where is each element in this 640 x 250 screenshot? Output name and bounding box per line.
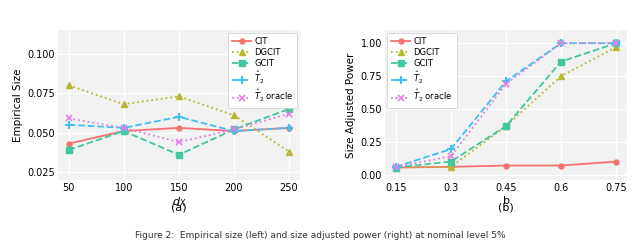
Text: Figure 2:  Empirical size (left) and size adjusted power (right) at nominal leve: Figure 2: Empirical size (left) and size…: [134, 231, 506, 240]
Y-axis label: Empirical Size: Empirical Size: [13, 68, 23, 142]
X-axis label: $d_X$: $d_X$: [172, 196, 186, 209]
Y-axis label: Size Adjusted Power: Size Adjusted Power: [346, 52, 356, 158]
Text: (a): (a): [171, 202, 187, 212]
Legend: CIT, DGCIT, GCIT, $\hat{T}_2$, $\hat{T}_2$ oracle: CIT, DGCIT, GCIT, $\hat{T}_2$, $\hat{T}_…: [228, 32, 298, 108]
Legend: CIT, DGCIT, GCIT, $\hat{T}_2$, $\hat{T}_2$ oracle: CIT, DGCIT, GCIT, $\hat{T}_2$, $\hat{T}_…: [387, 32, 456, 108]
Text: (b): (b): [498, 202, 514, 212]
X-axis label: b: b: [502, 196, 509, 205]
